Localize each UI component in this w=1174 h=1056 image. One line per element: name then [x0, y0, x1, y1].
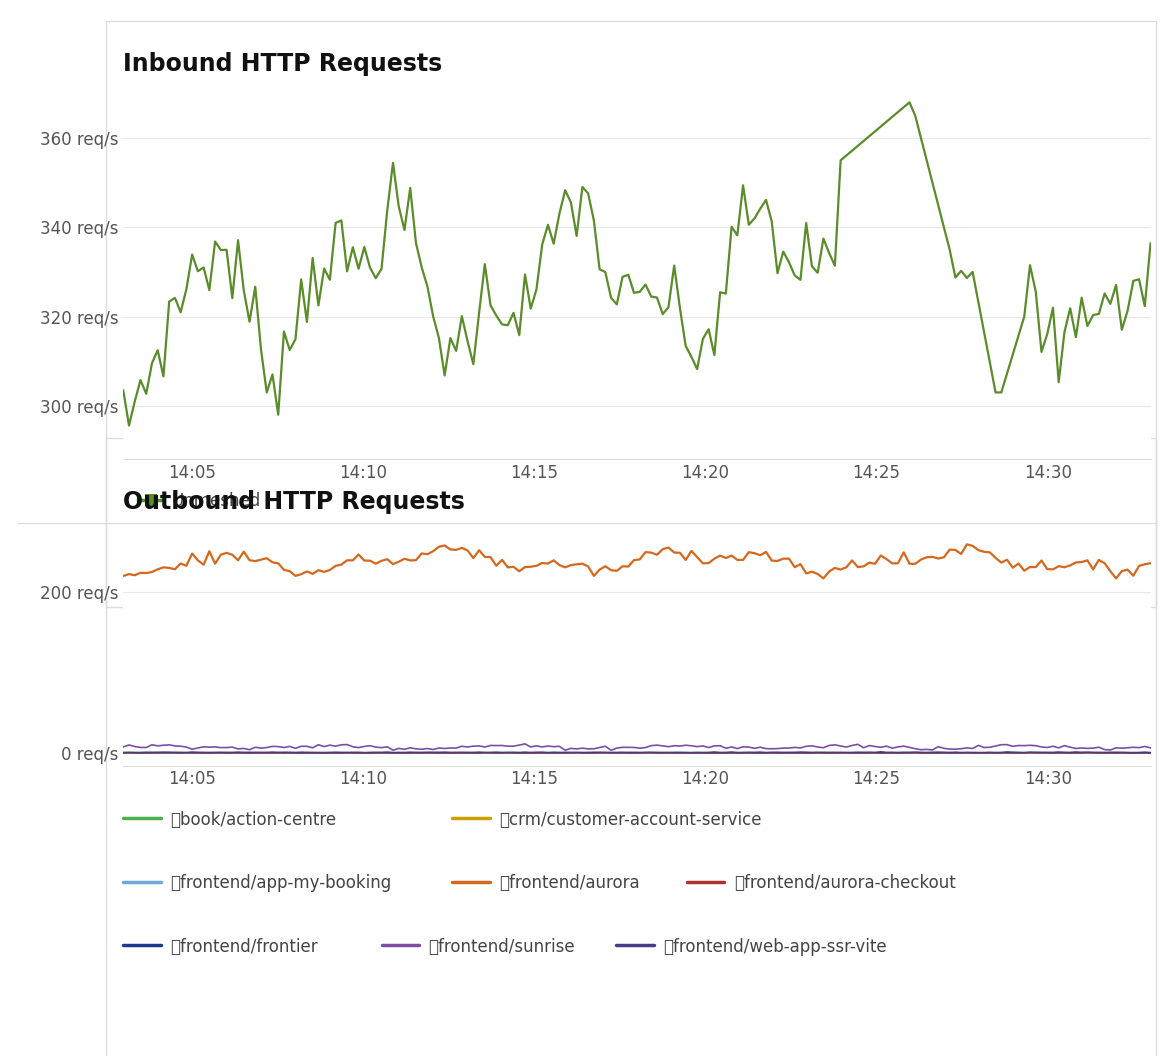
Text: Outbound HTTP Requests: Outbound HTTP Requests: [123, 490, 465, 514]
Text: 🔒frontend/web-app-ssr-vite: 🔒frontend/web-app-ssr-vite: [663, 938, 886, 956]
Text: 🔒frontend/sunrise: 🔒frontend/sunrise: [429, 938, 575, 956]
Legend: Unmeshed: Unmeshed: [131, 486, 268, 516]
Text: 🔒frontend/app-my-booking: 🔒frontend/app-my-booking: [170, 874, 391, 892]
Text: 🔒crm/customer-account-service: 🔒crm/customer-account-service: [499, 811, 762, 829]
Text: 🔒frontend/frontier: 🔒frontend/frontier: [170, 938, 318, 956]
Text: 🔒frontend/aurora: 🔒frontend/aurora: [499, 874, 640, 892]
Text: 🔒frontend/aurora-checkout: 🔒frontend/aurora-checkout: [734, 874, 956, 892]
Text: Inbound HTTP Requests: Inbound HTTP Requests: [123, 52, 443, 76]
Text: 🔒book/action-centre: 🔒book/action-centre: [170, 811, 337, 829]
